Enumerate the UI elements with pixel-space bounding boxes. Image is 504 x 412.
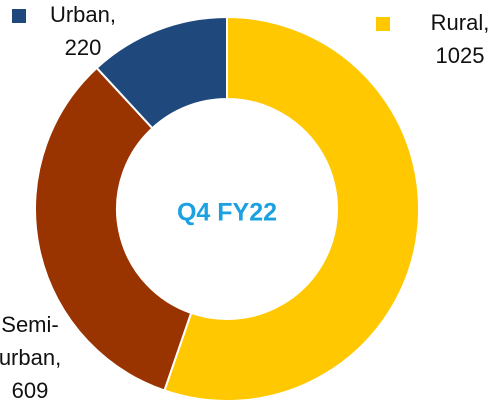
data-label: Rural, 1025 (431, 10, 490, 68)
donut-slice (34, 66, 193, 392)
donut-slice (95, 15, 228, 130)
data-label: Urban, 220 (50, 2, 116, 60)
legend-marker (376, 17, 390, 31)
legend-marker (12, 9, 26, 23)
donut (34, 15, 420, 402)
data-label: Semi-urban, 609 (0, 312, 61, 403)
donut-slice (163, 15, 420, 402)
center-label: Q4 FY22 (177, 199, 277, 227)
